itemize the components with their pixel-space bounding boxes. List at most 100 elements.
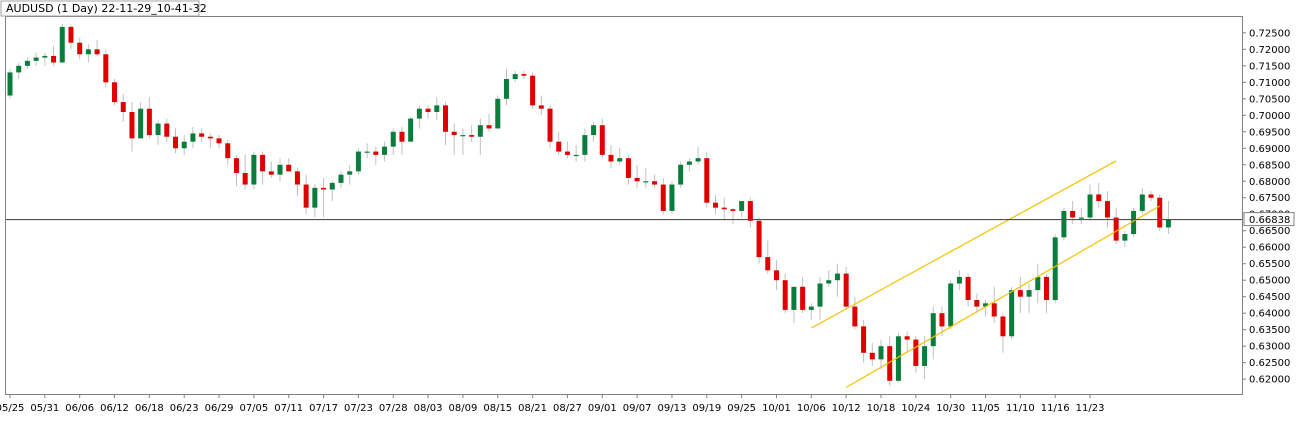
candle-body — [233, 158, 239, 174]
current-price-label: 0.66838 — [1249, 215, 1290, 226]
candle-body — [190, 133, 196, 142]
bearish-candle — [634, 164, 640, 188]
candle-body — [408, 118, 414, 142]
candle-body — [24, 60, 30, 66]
date-tick-label: 06/18 — [135, 403, 164, 414]
bearish-candle — [1043, 273, 1049, 314]
candle-body — [782, 280, 788, 310]
bearish-candle — [660, 177, 666, 215]
bearish-candle — [486, 113, 492, 132]
candle-body — [155, 123, 161, 136]
date-tick-label: 05/25 — [0, 403, 24, 414]
candle-body — [460, 135, 466, 137]
price-tick-label: 0.63500 — [1249, 325, 1290, 336]
candle-body — [834, 273, 840, 281]
candle-body — [382, 146, 388, 155]
bearish-candle — [207, 133, 213, 149]
date-tick-label: 10/18 — [867, 403, 896, 414]
bullish-candle — [808, 303, 814, 320]
bullish-candle — [930, 306, 936, 360]
candle-body — [451, 131, 457, 136]
trend-channel-line — [811, 160, 1117, 329]
candle-body — [1061, 210, 1067, 238]
candle-body — [1096, 194, 1102, 202]
candle-body — [913, 339, 919, 366]
candle-body — [294, 171, 300, 185]
candles-layer — [7, 23, 1171, 386]
bearish-candle — [68, 24, 74, 50]
candle-body — [1131, 210, 1137, 235]
candle-body — [773, 270, 779, 281]
candle-body — [207, 136, 213, 139]
candle-body — [852, 306, 858, 327]
bullish-candle — [338, 171, 344, 188]
candle-body — [756, 220, 762, 258]
candle-body — [1000, 316, 1006, 337]
candle-body — [51, 55, 57, 63]
bullish-candle — [434, 97, 440, 121]
candle-body — [1148, 194, 1154, 198]
candle-body — [1157, 197, 1163, 228]
bearish-candle — [887, 336, 893, 386]
candle-body — [1078, 217, 1084, 219]
bullish-candle — [190, 126, 196, 149]
bearish-candle — [974, 293, 980, 314]
date-tick-label: 10/01 — [762, 403, 791, 414]
bullish-candle — [251, 151, 257, 190]
candle-body — [843, 273, 849, 307]
candle-body — [373, 151, 379, 155]
candle-body — [974, 299, 980, 307]
bearish-candle — [608, 144, 614, 169]
date-tick-label: 09/25 — [727, 403, 756, 414]
date-tick-label: 07/28 — [379, 403, 408, 414]
bullish-candle — [16, 62, 22, 80]
date-tick-label: 08/27 — [553, 403, 582, 414]
date-tick-label: 08/15 — [483, 403, 512, 414]
bearish-candle — [242, 154, 248, 190]
bearish-candle — [773, 260, 779, 291]
bearish-candle — [112, 79, 118, 106]
bullish-candle — [1009, 286, 1015, 340]
bullish-candle — [42, 52, 48, 66]
price-tick-label: 0.66500 — [1249, 226, 1290, 237]
candle-body — [591, 125, 597, 136]
bearish-candle — [991, 286, 997, 324]
bearish-candle — [199, 128, 205, 142]
bearish-candle — [103, 49, 109, 88]
current-price-marker: 0.66838 — [1243, 212, 1295, 227]
price-tick-label: 0.64500 — [1249, 292, 1290, 303]
price-tick-label: 0.69000 — [1249, 144, 1290, 155]
candle-body — [1026, 290, 1032, 297]
candle-body — [425, 108, 431, 112]
candle-body — [878, 346, 884, 360]
candle-body — [312, 187, 318, 208]
bullish-candle — [695, 146, 701, 165]
bearish-candle — [233, 154, 239, 187]
bullish-candle — [33, 52, 39, 66]
date-tick-label: 05/31 — [30, 403, 59, 414]
candle-body — [939, 313, 945, 327]
trend-channel-line — [845, 205, 1161, 388]
candle-body — [42, 55, 48, 58]
candle-body — [469, 135, 475, 137]
price-tick-label: 0.72000 — [1249, 45, 1290, 56]
bearish-candle — [77, 37, 83, 60]
date-tick-label: 08/03 — [414, 403, 443, 414]
bearish-candle — [216, 135, 222, 149]
candle-body — [704, 158, 710, 203]
candle-body — [120, 102, 126, 112]
bullish-candle — [1035, 263, 1041, 304]
candle-body — [303, 184, 309, 208]
candle-body — [808, 306, 814, 310]
bearish-candle — [286, 158, 292, 172]
price-tick-label: 0.71000 — [1249, 78, 1290, 89]
bullish-candle — [686, 158, 692, 172]
bearish-candle — [564, 141, 570, 159]
candle-body — [390, 131, 396, 147]
bullish-candle — [477, 118, 483, 155]
candle-body — [347, 171, 353, 175]
bearish-candle — [765, 240, 771, 274]
bullish-candle — [460, 128, 466, 155]
bullish-candle — [512, 70, 518, 83]
candle-body — [103, 54, 109, 83]
